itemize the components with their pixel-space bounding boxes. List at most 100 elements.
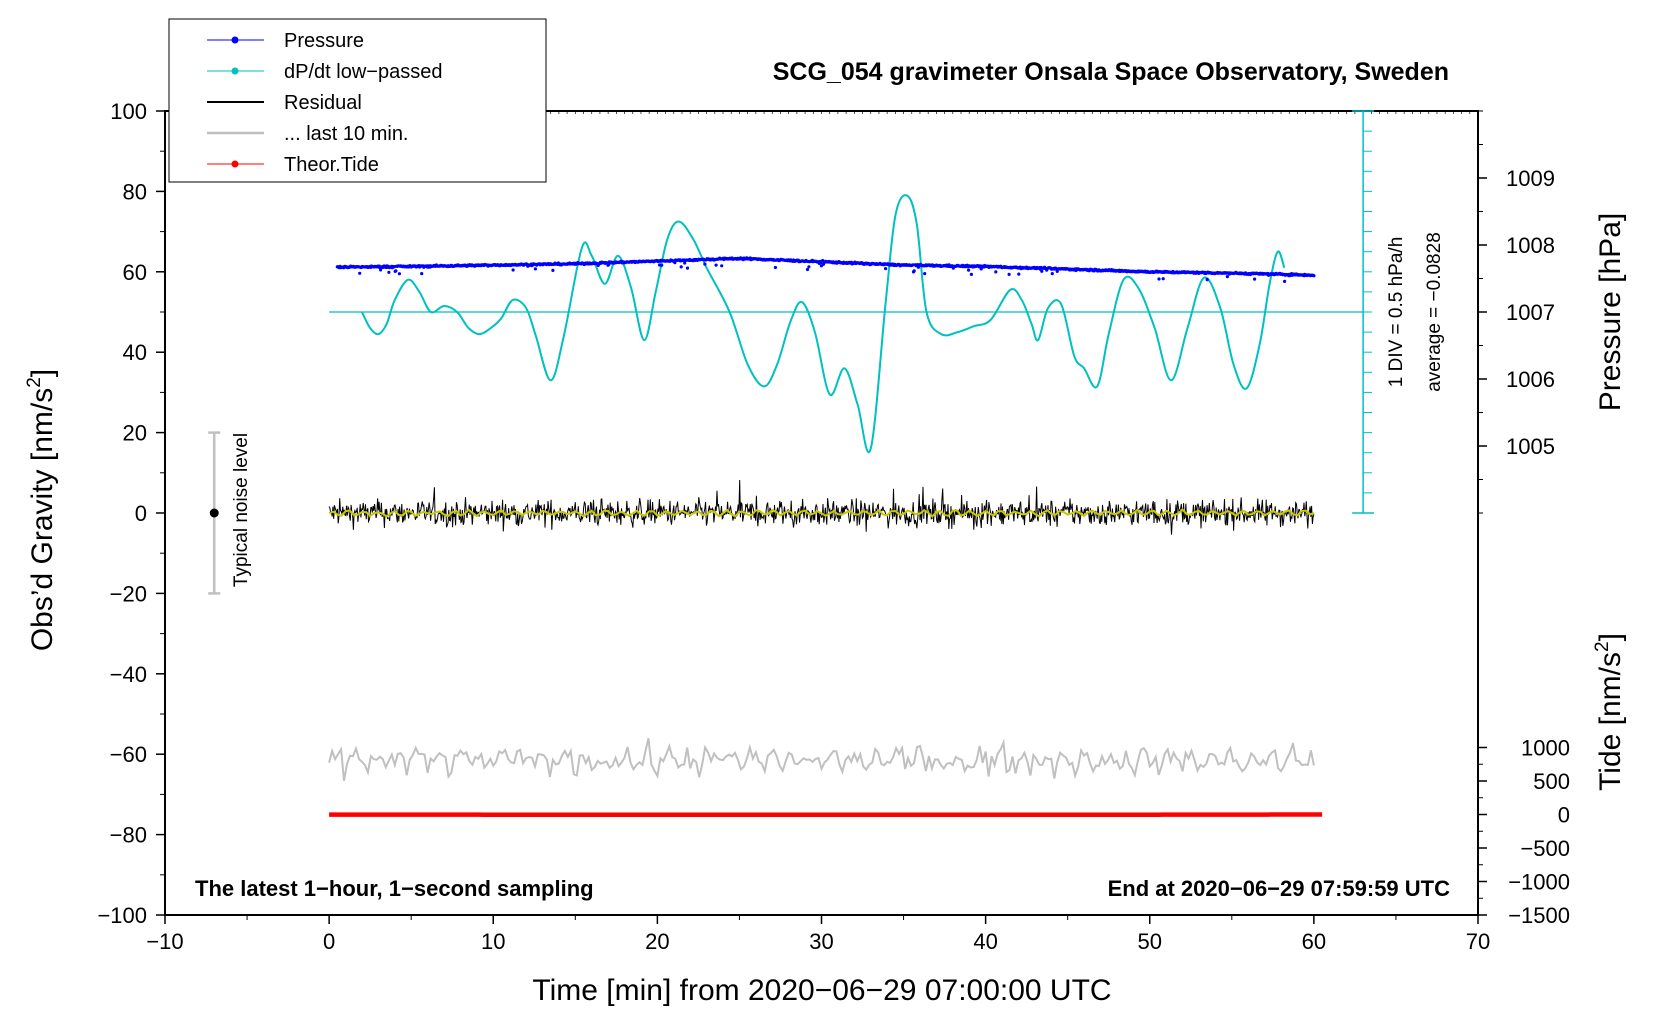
y-tick-label: 0	[135, 501, 147, 526]
pressure-point	[807, 265, 811, 269]
y-tick-label: 40	[123, 340, 147, 365]
pressure-point	[394, 269, 398, 273]
x-tick-label: 50	[1138, 929, 1162, 954]
x-tick-label: 0	[323, 929, 335, 954]
pressure-point	[773, 265, 778, 270]
pressure-point	[683, 261, 687, 265]
dpdt-scale-bar	[1352, 110, 1375, 514]
tide-tick-label: 0	[1558, 803, 1570, 828]
legend: Pressure dP/dt low−passed Residual ... l…	[168, 18, 547, 183]
x-tick-label: 40	[973, 929, 997, 954]
legend-marker-pressure	[231, 36, 239, 44]
sampling-annotation: The latest 1−hour, 1−second sampling	[195, 876, 594, 901]
pressure-tick-label: 1009	[1506, 166, 1555, 191]
x-axis-label: Time [min] from 2020−06−29 07:00:00 UTC	[532, 974, 1111, 1007]
pressure-tick-label: 1005	[1506, 434, 1555, 459]
legend-entry-residual: Residual	[207, 92, 362, 114]
pressure-point	[1283, 279, 1287, 283]
pressure-tick-label: 1007	[1506, 300, 1555, 325]
pressure-point	[979, 267, 983, 271]
legend-entry-dpdt: dP/dt low−passed	[207, 61, 442, 83]
pressure-point	[358, 271, 362, 275]
tide-axis-ticks: −1500 −1000 −500 0 500 1000	[1478, 736, 1570, 928]
series-dpdt-low-passed	[329, 194, 1364, 454]
noise-bar-center	[209, 508, 219, 518]
legend-box	[168, 18, 547, 183]
y-tick-label: 60	[123, 260, 147, 285]
x-axis-ticks: −10 0 10 20 30 40 50 60 70	[146, 915, 1490, 954]
y-tick-label: −40	[110, 662, 147, 687]
y-tick-label: 100	[110, 99, 147, 124]
y-axis-label-tide-close: ]	[1594, 633, 1627, 641]
x-tick-label: 60	[1302, 929, 1326, 954]
pressure-point	[1050, 272, 1054, 276]
y-axis-label-tide: Tide [nm/s2]	[1592, 633, 1627, 791]
pressure-point	[967, 268, 971, 272]
pressure-point	[1040, 269, 1044, 273]
dpdt-average-label: average = −0.0828	[1424, 232, 1445, 392]
y-axis-label-tide-text: Tide [nm/s	[1594, 652, 1627, 791]
series-last-10-min	[328, 737, 1315, 781]
pressure-point	[884, 267, 888, 271]
pressure-point	[387, 270, 391, 274]
residual-smoothed-line	[328, 508, 1315, 518]
legend-entry-last-10-min: ... last 10 min.	[207, 123, 409, 145]
pressure-point	[1017, 272, 1021, 276]
pressure-point	[1225, 275, 1229, 279]
pressure-point	[1157, 277, 1161, 281]
end-time-annotation: End at 2020−06−29 07:59:59 UTC	[1108, 876, 1451, 901]
y-tick-label: −80	[110, 823, 147, 848]
y-axis-label-tide-sup: 2	[1592, 641, 1613, 652]
pressure-point	[720, 264, 724, 268]
y-axis-label-gravity: Obs’d Gravity [nm/s2]	[24, 369, 59, 651]
pressure-tick-label: 1006	[1506, 367, 1555, 392]
y-tick-label: −60	[110, 742, 147, 767]
tide-tick-label: 500	[1533, 769, 1570, 794]
pressure-point	[1007, 272, 1011, 276]
pressure-point	[533, 267, 538, 271]
tide-tick-label: 1000	[1521, 736, 1570, 761]
pressure-point	[714, 263, 718, 267]
pressure-axis-ticks: 1005 1006 1007 1008 1009	[1478, 110, 1555, 514]
series-residual	[328, 479, 1315, 535]
pressure-point	[805, 267, 810, 272]
pressure-point	[673, 261, 677, 265]
pressure-point	[1312, 274, 1316, 278]
dpdt-div-label: 1 DIV = 0.5 hPa/h	[1386, 237, 1407, 388]
legend-entry-theor-tide: Theor.Tide	[207, 154, 379, 176]
x-tick-label: 10	[481, 929, 505, 954]
legend-marker-dpdt	[231, 67, 239, 75]
x-tick-label: −10	[146, 929, 183, 954]
y-axis-label-gravity-text: Obs’d Gravity [nm/s	[26, 388, 59, 651]
pressure-point	[1205, 278, 1209, 282]
legend-label-residual: Residual	[284, 92, 362, 114]
noise-level-label: Typical noise level	[231, 433, 252, 587]
pressure-point	[551, 268, 555, 272]
pressure-point	[379, 268, 383, 272]
x-tick-label: 30	[809, 929, 833, 954]
y-tick-label: −100	[97, 903, 147, 928]
legend-label-theor-tide: Theor.Tide	[284, 154, 379, 176]
pressure-tick-label: 1008	[1506, 233, 1555, 258]
pressure-point	[923, 272, 927, 276]
series-pressure	[335, 256, 1316, 283]
x-tick-label: 20	[645, 929, 669, 954]
y-axis-label-pressure: Pressure [hPa]	[1594, 213, 1627, 411]
legend-label-pressure: Pressure	[284, 30, 364, 52]
chart-title: SCG_054 gravimeter Onsala Space Observat…	[773, 58, 1449, 86]
y-tick-label: −20	[110, 581, 147, 606]
legend-entry-pressure: Pressure	[207, 30, 364, 52]
pressure-point	[912, 269, 916, 273]
last-10-min-line	[328, 737, 1315, 781]
pressure-point	[703, 262, 707, 266]
x-tick-label: 70	[1466, 929, 1490, 954]
noise-level-bar	[208, 431, 221, 595]
legend-marker-theor-tide	[231, 160, 239, 168]
pressure-point	[1253, 277, 1257, 281]
pressure-point	[679, 265, 683, 269]
dpdt-line	[361, 194, 1286, 454]
y-axis-label-gravity-close: ]	[26, 369, 59, 377]
tide-tick-label: −1000	[1508, 870, 1570, 895]
pressure-point	[1161, 277, 1165, 281]
